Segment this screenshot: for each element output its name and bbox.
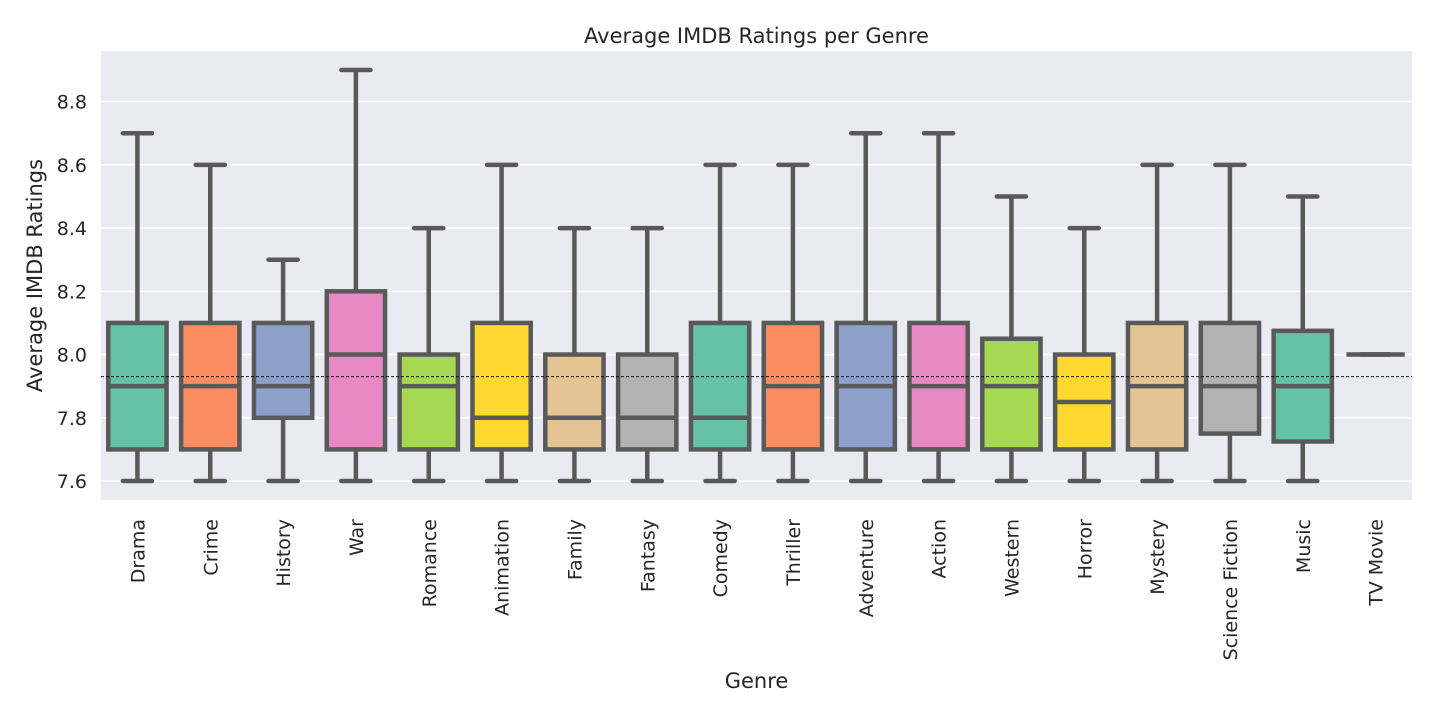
- box-romance: [397, 225, 461, 484]
- x-tick-label: War: [346, 519, 368, 556]
- box-action: [907, 130, 970, 484]
- y-tick-label: 8.0: [57, 345, 87, 367]
- y-tick-label: 7.8: [57, 408, 87, 430]
- x-tick-label: Romance: [419, 519, 441, 607]
- box-drama: [106, 130, 169, 484]
- x-axis-label: Genre: [725, 669, 789, 693]
- box-comedy: [688, 162, 752, 484]
- y-tick-label: 7.6: [57, 471, 87, 493]
- x-tick-label: Mystery: [1147, 519, 1169, 595]
- x-tick-label: Family: [564, 519, 586, 580]
- y-tick-label: 8.8: [57, 92, 87, 114]
- x-tick-label: Fantasy: [637, 519, 659, 592]
- boxes: [106, 67, 1405, 484]
- box-science-fiction: [1198, 162, 1262, 484]
- x-tick-label: Music: [1293, 519, 1315, 573]
- y-tick-label: 8.6: [57, 155, 87, 177]
- box-western: [980, 194, 1043, 484]
- box-mystery: [1125, 162, 1189, 484]
- box-music: [1271, 194, 1335, 484]
- x-tick-label: History: [273, 519, 295, 587]
- iqr-box: [251, 320, 315, 421]
- x-tick-label: Western: [1001, 519, 1023, 597]
- box-horror: [1052, 225, 1116, 484]
- box-fantasy: [615, 225, 679, 484]
- iqr-box: [470, 320, 533, 452]
- box-animation: [470, 162, 533, 484]
- x-axis-ticks: Drama Crime History War Romance Animation Fami…: [127, 519, 1387, 661]
- x-tick-label: Drama: [127, 519, 149, 583]
- y-axis-ticks: 7.6 7.8 8.0 8.2 8.4 8.6 8.8: [57, 92, 87, 493]
- x-tick-label: Horror: [1074, 519, 1096, 579]
- box-adventure: [834, 130, 898, 484]
- x-tick-label: Crime: [200, 519, 222, 576]
- box-history: [251, 257, 315, 484]
- x-tick-label: Thriller: [783, 519, 805, 587]
- y-tick-label: 8.2: [57, 281, 87, 303]
- iqr-box: [397, 352, 461, 452]
- iqr-box: [980, 336, 1043, 452]
- iqr-box: [1198, 320, 1262, 436]
- iqr-box: [615, 352, 679, 452]
- iqr-box: [543, 352, 606, 452]
- y-tick-label: 8.4: [57, 218, 87, 240]
- box-crime: [178, 162, 242, 484]
- x-tick-label: Animation: [492, 519, 514, 616]
- x-tick-label: Science Fiction: [1220, 519, 1242, 660]
- plot-area: [101, 51, 1412, 500]
- x-tick-label: Adventure: [856, 519, 878, 617]
- x-tick-label: TV Movie: [1366, 519, 1388, 607]
- box-war: [324, 67, 388, 484]
- x-tick-label: Comedy: [710, 519, 732, 597]
- x-tick-label: Action: [929, 519, 951, 579]
- grid-lines: [101, 100, 1412, 482]
- iqr-box: [324, 289, 388, 452]
- box-family: [543, 225, 606, 484]
- box-thriller: [761, 162, 825, 484]
- iqr-box: [688, 320, 752, 452]
- y-axis-label: Average IMDB Ratings: [23, 159, 47, 392]
- chart-title: Average IMDB Ratings per Genre: [584, 24, 929, 48]
